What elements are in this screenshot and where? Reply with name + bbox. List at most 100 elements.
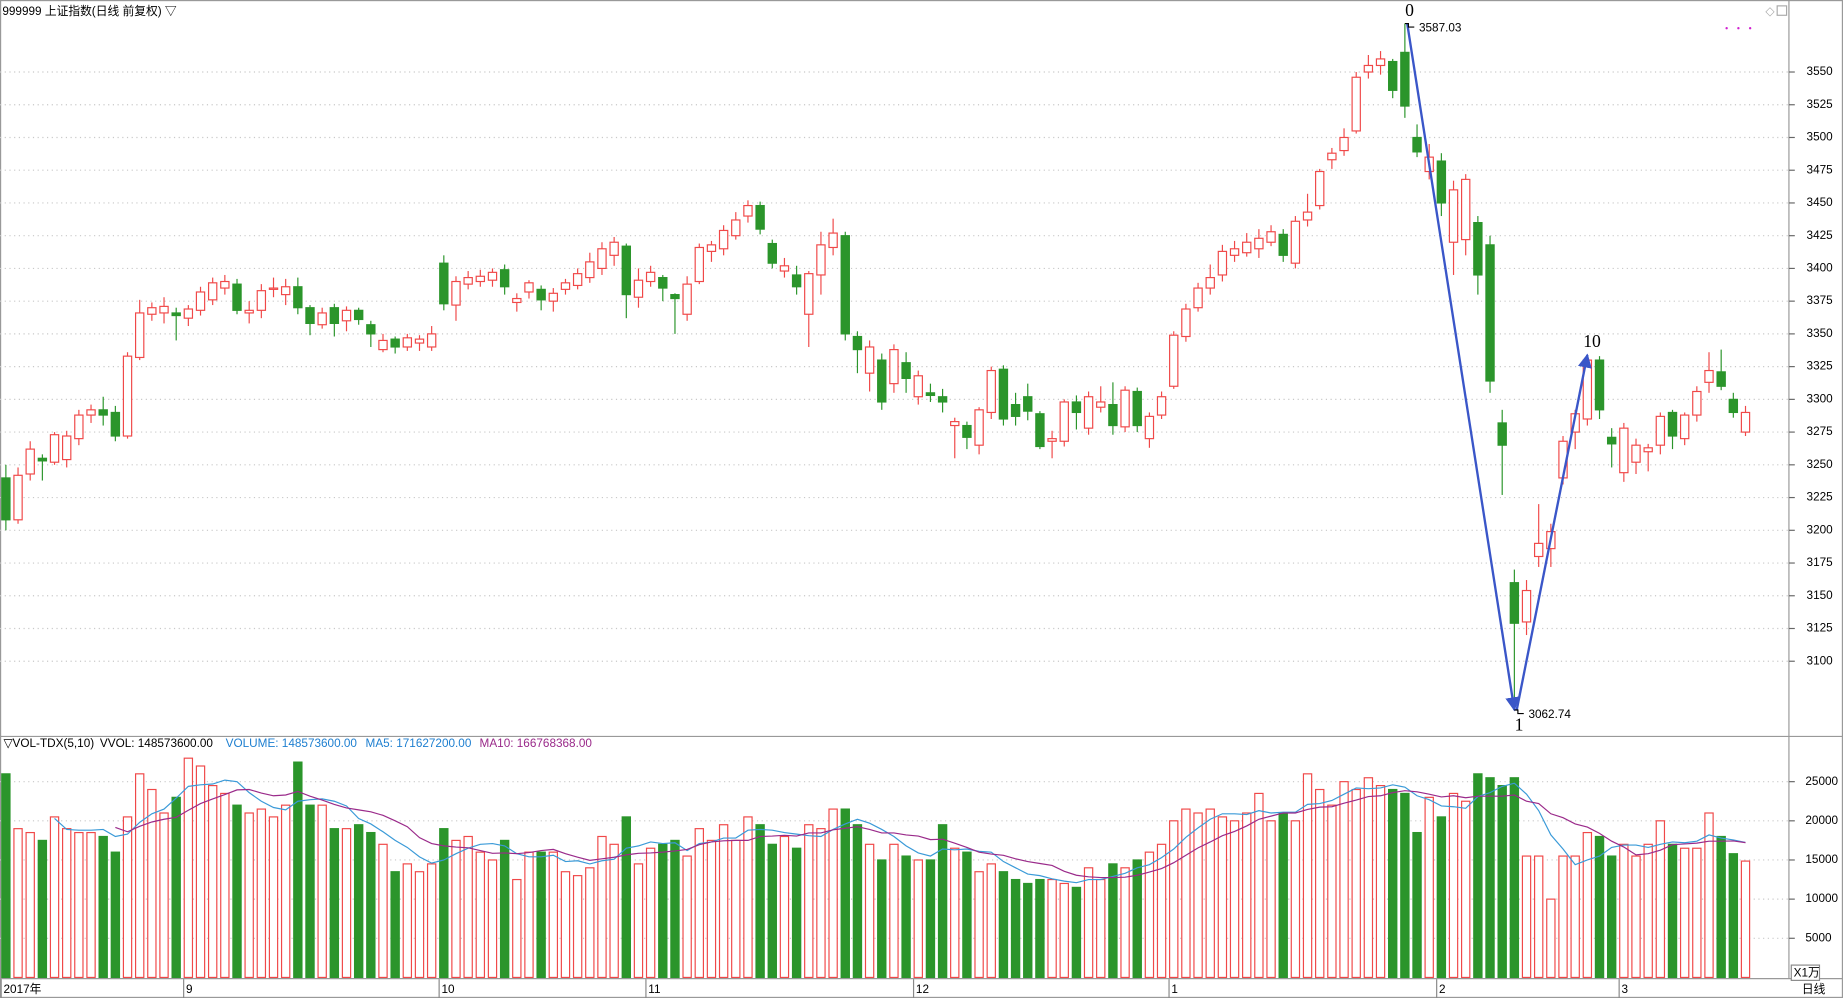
candle-body (159, 305, 169, 314)
volume-bar (572, 875, 583, 979)
candle-body (74, 414, 84, 440)
volume-bar (767, 843, 777, 979)
volume-bar (1278, 812, 1288, 979)
volume-bar (171, 796, 181, 979)
volume-bar (1290, 820, 1301, 979)
volume-bar (694, 828, 704, 979)
volume-bar (804, 824, 814, 979)
volume-bar (1448, 792, 1459, 979)
volume-bar (1096, 878, 1106, 979)
candle-body (13, 474, 23, 521)
candle-body (791, 274, 802, 288)
volume-bar (998, 871, 1009, 979)
wave-label: 0 (1405, 0, 1414, 20)
candle-body (1083, 396, 1094, 429)
volume-bar (1400, 792, 1410, 979)
volume-bar (1679, 847, 1690, 979)
volume-bar (1558, 855, 1568, 979)
candle-body (366, 324, 376, 335)
candle-body (852, 335, 863, 351)
candle-body (1497, 422, 1507, 446)
wave-label: 10 (1583, 331, 1601, 351)
candle-body (1375, 58, 1386, 67)
volume-bar (779, 835, 790, 979)
candle-body (901, 362, 911, 379)
volume-bar (658, 843, 668, 979)
candle-body (1327, 152, 1337, 161)
candle-body (1400, 51, 1410, 107)
candle-body (1704, 369, 1714, 383)
candle-body (98, 409, 108, 416)
candle-body (925, 392, 936, 397)
volume-bar (402, 863, 413, 979)
candle-body (1023, 396, 1033, 412)
y-tick-label: 3375 (1807, 294, 1834, 307)
volume-title: ▽VOL-TDX(5,10) (4, 737, 95, 750)
ma5-line (54, 779, 1746, 884)
candle-body (1533, 542, 1544, 558)
candle-body (1363, 64, 1374, 73)
candle-body (426, 333, 437, 348)
candle-body (1436, 160, 1447, 204)
volume-bar (1485, 777, 1495, 979)
volume-bar (280, 804, 291, 979)
candle-body (1144, 415, 1155, 440)
candle-body (645, 271, 656, 283)
candle-body (633, 279, 644, 298)
candle-body (1290, 220, 1301, 264)
volume-bar (1083, 867, 1094, 979)
candle-body (293, 286, 303, 309)
volume-bar (1521, 855, 1532, 979)
candle-body (1485, 244, 1495, 382)
volume-bar (317, 804, 327, 979)
volume-bar (37, 839, 48, 979)
volume-bar (451, 839, 461, 979)
volume-bar (122, 816, 133, 979)
volume-bar (341, 828, 352, 979)
candle-body (718, 229, 729, 250)
candle-body (49, 434, 60, 463)
y-tick-label: 15000 (1805, 853, 1838, 866)
candle-body (1606, 436, 1617, 445)
candle-body (1254, 237, 1264, 250)
wave-label: 1 (1515, 715, 1524, 735)
volume-bar (1229, 820, 1240, 979)
candle-body (122, 355, 133, 437)
x-tick-label: 10 (441, 983, 455, 996)
volume-bar (74, 831, 84, 979)
volume-bar (645, 847, 656, 979)
volume-bar (353, 824, 364, 979)
candle-body (1047, 438, 1057, 442)
restore-icon[interactable]: ◇ (1765, 5, 1775, 18)
candle-body (1521, 589, 1532, 623)
x-tick-label: 12 (916, 983, 929, 996)
y-tick-label: 3275 (1807, 425, 1834, 438)
candle-body (743, 204, 753, 217)
maximize-icon[interactable] (1776, 5, 1788, 16)
volume-bar (1655, 820, 1666, 979)
y-tick-label: 3325 (1807, 360, 1834, 373)
volume-bar (293, 761, 303, 979)
candle-body (670, 294, 680, 300)
volume-bar (621, 816, 632, 979)
ma10-line (115, 788, 1746, 879)
volume-bar (1436, 816, 1447, 979)
y-tick-label: 3475 (1807, 163, 1834, 176)
candle-body (1, 477, 11, 521)
candle-body (1461, 178, 1471, 241)
volume-bar (791, 847, 802, 979)
volume-bar (86, 831, 96, 979)
candle-body (244, 309, 254, 314)
candle-body (475, 275, 486, 283)
candle-body (402, 337, 413, 348)
volume-bar (1582, 831, 1593, 979)
candle-body (512, 297, 522, 304)
y-tick-label: 5000 (1805, 931, 1832, 944)
volume-bar (414, 871, 425, 979)
volume-bar (889, 843, 899, 979)
candle-body (1339, 136, 1349, 152)
volume-bar (25, 831, 35, 979)
volume-bar (512, 878, 522, 979)
volume-unit: X1万 (1794, 966, 1820, 979)
